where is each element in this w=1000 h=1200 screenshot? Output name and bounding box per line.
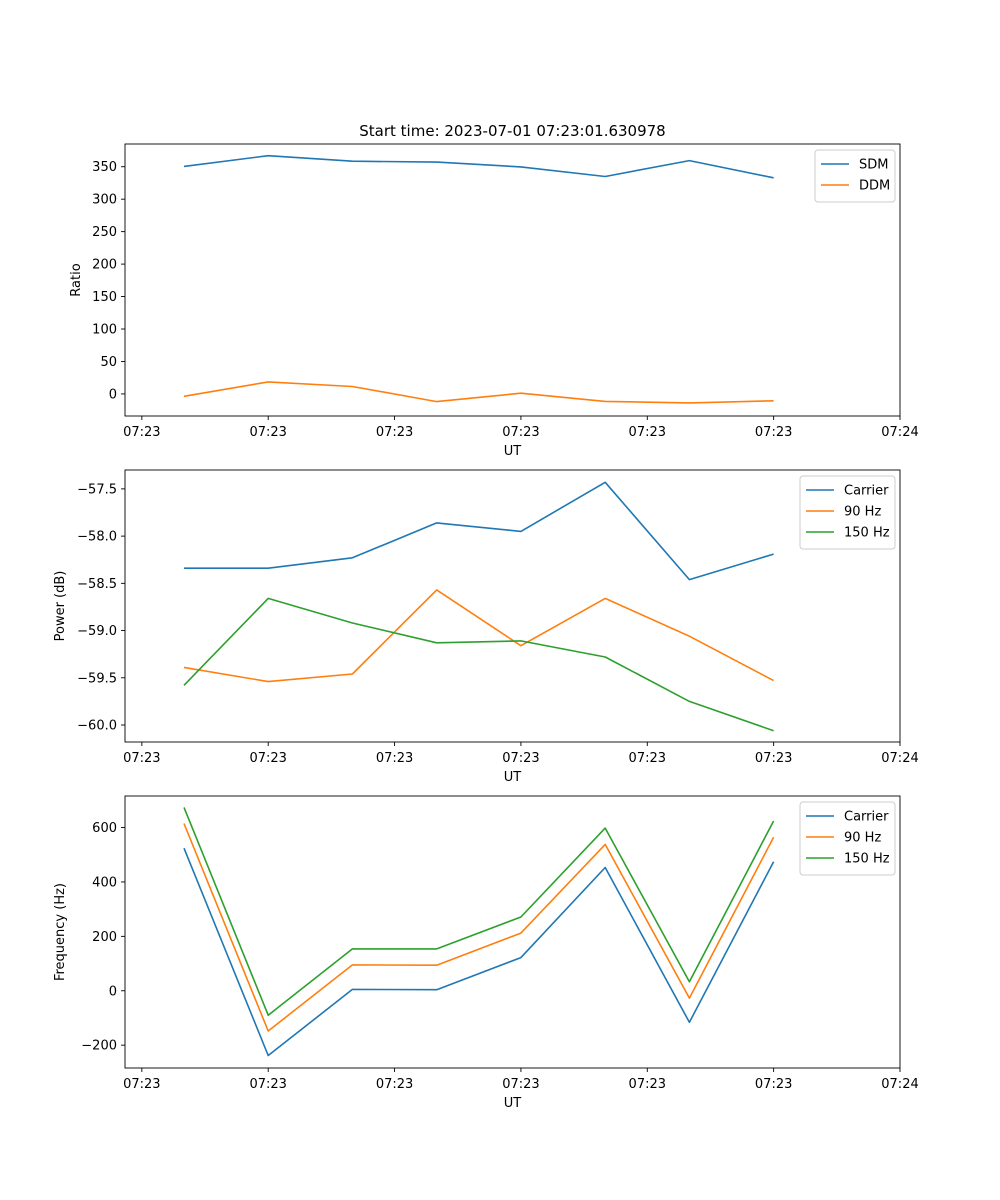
series-line-carrier: [184, 481, 774, 581]
legend-entry: 150 Hz: [844, 852, 890, 867]
axes-frame: [124, 469, 901, 743]
legend-entry: Carrier: [844, 810, 889, 825]
y-tick-label: 250: [92, 225, 117, 240]
x-axis-label: UT: [504, 1096, 522, 1111]
series-line-150-hz: [183, 807, 775, 1017]
series-line-carrier: [183, 847, 775, 1057]
x-tick-label: 07:23: [502, 425, 539, 440]
y-tick-label: 100: [92, 323, 117, 338]
x-tick-label: 07:23: [249, 751, 286, 766]
x-tick-label: 07:23: [629, 751, 666, 766]
legend-box: [799, 801, 896, 876]
y-tick-label: −59.5: [77, 671, 117, 686]
x-tick-label: 07:23: [123, 1077, 160, 1092]
x-tick-label: 07:23: [249, 425, 286, 440]
y-tick-label: 200: [92, 258, 117, 273]
x-tick-label: 07:23: [502, 751, 539, 766]
y-tick-label: 150: [92, 290, 117, 305]
x-tick-label: 07:23: [123, 751, 160, 766]
legend-box: [799, 475, 896, 550]
x-tick-label: 07:24: [881, 751, 918, 766]
series-line-ddm: [183, 381, 774, 404]
legend-entry: 150 Hz: [844, 526, 890, 541]
y-tick-label: 400: [92, 875, 117, 890]
legend-entry: Carrier: [844, 484, 889, 499]
x-axis-label: UT: [504, 770, 522, 785]
series-line-150-hz: [183, 597, 774, 732]
y-tick-label: −59.0: [77, 624, 117, 639]
y-tick-label: 0: [109, 387, 117, 402]
x-tick-label: 07:23: [755, 425, 792, 440]
y-tick-label: 0: [109, 984, 117, 999]
y-axis-label: Frequency (Hz): [53, 883, 68, 981]
x-tick-label: 07:23: [123, 425, 160, 440]
y-tick-label: −58.0: [77, 530, 117, 545]
legend-entry: 90 Hz: [844, 505, 881, 520]
legend-entry: SDM: [859, 158, 888, 173]
x-axis-label: UT: [504, 444, 522, 459]
series-line-90-hz: [183, 589, 774, 683]
y-tick-label: 600: [92, 821, 117, 836]
series-line-90-hz: [183, 823, 775, 1032]
axes-frame: [124, 143, 901, 417]
legend: SDM DDM: [814, 149, 896, 203]
y-tick-label: −58.5: [77, 577, 117, 592]
legend: Carrier 90 Hz 150 Hz: [799, 475, 896, 550]
x-tick-label: 07:23: [629, 425, 666, 440]
x-tick-label: 07:23: [629, 1077, 666, 1092]
legend: Carrier 90 Hz 150 Hz: [799, 801, 896, 876]
y-tick-label: 200: [92, 930, 117, 945]
y-tick-label: −200: [81, 1039, 117, 1054]
x-tick-label: 07:24: [881, 1077, 918, 1092]
axes-frame: [124, 795, 901, 1069]
x-tick-label: 07:23: [502, 1077, 539, 1092]
y-tick-label: 300: [92, 193, 117, 208]
series-line-sdm: [183, 154, 774, 179]
y-tick-label: 50: [100, 355, 117, 370]
ratio-chart: 07:23 07:23 07:23 07:23 07:23 07:23 07:24 0 50 10…: [69, 143, 919, 459]
legend-entry: DDM: [859, 179, 890, 194]
x-tick-label: 07:23: [249, 1077, 286, 1092]
power-chart: 07:23 07:23 07:23 07:23 07:23 07:23 07:24 −60.0…: [53, 469, 919, 785]
y-axis-label: Ratio: [69, 263, 84, 296]
y-tick-label: −57.5: [77, 482, 117, 497]
x-tick-label: 07:23: [376, 751, 413, 766]
y-axis-label: Power (dB): [53, 571, 68, 642]
x-tick-label: 07:23: [755, 1077, 792, 1092]
x-tick-label: 07:23: [755, 751, 792, 766]
legend-box: [814, 149, 896, 203]
x-tick-label: 07:23: [376, 1077, 413, 1092]
x-tick-label: 07:24: [881, 425, 918, 440]
y-tick-label: 350: [92, 160, 117, 175]
y-tick-label: −60.0: [77, 719, 117, 734]
x-tick-label: 07:23: [376, 425, 413, 440]
frequency-chart: 07:23 07:23 07:23 07:23 07:23 07:23 07:24 −200 0…: [53, 795, 919, 1111]
figure-title: Start time: 2023-07-01 07:23:01.630978: [359, 122, 665, 140]
legend-entry: 90 Hz: [844, 831, 881, 846]
